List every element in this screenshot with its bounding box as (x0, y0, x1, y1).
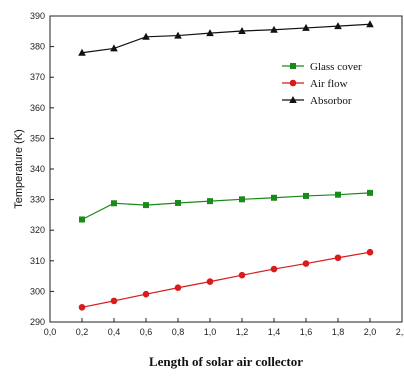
data-point (334, 22, 342, 30)
y-tick-label: 350 (30, 133, 45, 143)
y-tick-label: 340 (30, 164, 45, 174)
y-tick-label: 310 (30, 256, 45, 266)
x-tick-label: 0,2 (76, 327, 89, 337)
data-point (78, 304, 86, 311)
legend: Glass cover Air flow Absorbor (282, 61, 362, 107)
legend-label: Glass cover (310, 61, 362, 73)
data-point (111, 200, 117, 207)
data-point (238, 271, 246, 279)
y-axis-title: Temperature (K) (13, 129, 25, 208)
data-point (142, 32, 150, 40)
data-point (334, 254, 342, 262)
series-line (81, 251, 371, 308)
data-point (110, 297, 118, 305)
y-tick-label: 370 (30, 72, 45, 82)
data-point (175, 199, 181, 206)
x-tick-label: 1,6 (300, 327, 313, 337)
series-line (81, 192, 371, 221)
x-axis: 0,0 0,2 0,4 0,6 0,8 1,0 1,2 1,4 1,6 1,8 2,0 2,2 (44, 318, 404, 337)
data-point (79, 216, 85, 223)
y-axis: 290 300 310 320 330 340 350 360 370 380 390 (30, 11, 54, 327)
data-point (367, 189, 373, 196)
y-tick-label: 320 (30, 225, 45, 235)
data-point (335, 191, 341, 198)
series-glass-cover (79, 189, 373, 223)
data-point (142, 290, 150, 298)
data-point (270, 25, 278, 33)
data-point (366, 20, 374, 28)
data-point (174, 31, 182, 39)
data-point (206, 278, 214, 285)
data-point (110, 44, 118, 52)
x-tick-label: 0,8 (172, 327, 185, 337)
data-point (302, 260, 310, 267)
data-point (366, 248, 374, 256)
series-air-flow (78, 248, 374, 311)
legend-label: Absorbor (310, 95, 352, 107)
x-tick-label: 1,4 (268, 327, 281, 337)
y-tick-label: 300 (30, 286, 45, 296)
data-point (174, 284, 182, 292)
x-tick-label: 1,2 (236, 327, 249, 337)
data-point (270, 265, 278, 273)
legend-marker (290, 63, 296, 69)
x-tick-label: 2,2 (396, 327, 404, 337)
x-tick-label: 0,4 (108, 327, 121, 337)
legend-marker (289, 79, 297, 87)
y-tick-label: 390 (30, 11, 45, 21)
y-tick-label: 330 (30, 195, 45, 205)
x-axis-title: Length of solar air collector (149, 354, 303, 369)
data-point (271, 194, 277, 201)
x-tick-label: 0,0 (44, 327, 57, 337)
legend-marker (289, 96, 297, 103)
data-point (207, 198, 213, 205)
x-tick-label: 0,6 (140, 327, 153, 337)
legend-label: Air flow (310, 78, 348, 90)
x-tick-label: 1,8 (332, 327, 345, 337)
series-absorbor (78, 20, 374, 56)
y-tick-label: 290 (30, 317, 45, 327)
legend-item: Absorbor (282, 95, 352, 107)
x-tick-label: 2,0 (364, 327, 377, 337)
data-point (143, 202, 149, 209)
data-point (238, 26, 246, 34)
series-line (81, 23, 371, 54)
data-point (206, 29, 214, 37)
data-point (239, 196, 245, 203)
y-tick-label: 380 (30, 42, 45, 52)
series-layer (78, 20, 374, 311)
legend-item: Air flow (282, 78, 348, 90)
data-point (303, 192, 309, 199)
data-point (302, 23, 310, 31)
x-tick-label: 1,0 (204, 327, 217, 337)
y-tick-label: 360 (30, 103, 45, 113)
data-point (78, 48, 86, 56)
legend-item: Glass cover (282, 61, 362, 73)
